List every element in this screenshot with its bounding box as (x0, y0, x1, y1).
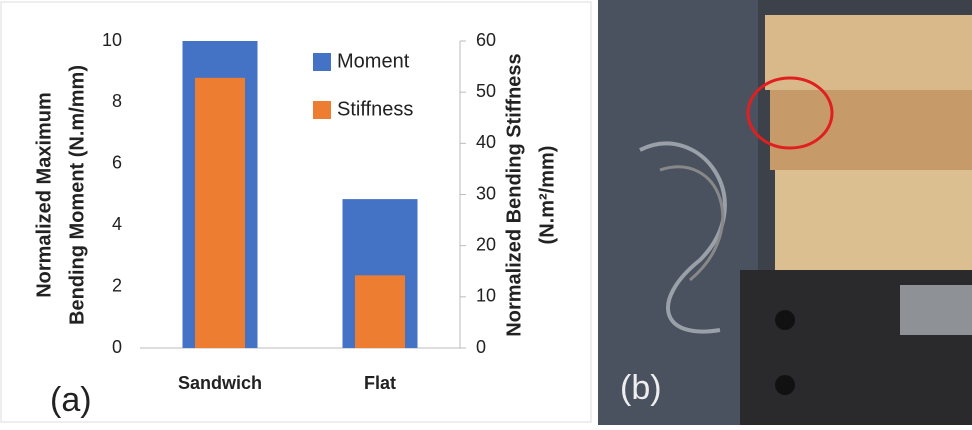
page: (b) (a) Normalized Maximum Bending Momen… (0, 0, 972, 430)
legend-label: Stiffness (337, 98, 413, 120)
photo-shadow (598, 0, 758, 425)
photo-wood (770, 90, 972, 170)
photo-metal (900, 285, 972, 335)
y2-tick-label: 60 (476, 30, 496, 50)
photo-bolt (775, 375, 795, 395)
y-axis-title: Bending Moment (N.m/mm) (66, 65, 88, 325)
y2-tick-label: 20 (476, 234, 496, 254)
y-tick-label: 6 (112, 153, 122, 173)
y2-axis-title: Normalized Bending Stiffness (503, 53, 525, 336)
legend-swatch (313, 53, 331, 71)
x-tick-label: Sandwich (178, 373, 262, 393)
photo-bolt (775, 310, 795, 330)
y2-tick-label: 10 (476, 286, 496, 306)
y2-tick-label: 40 (476, 132, 496, 152)
figure: (b) (a) Normalized Maximum Bending Momen… (0, 0, 972, 425)
bar (355, 275, 405, 348)
panel-label: (a) (50, 381, 92, 419)
photo: (b) (598, 0, 972, 425)
y2-axis-title: (N.m²/mm) (536, 146, 558, 245)
bar (195, 78, 245, 348)
y-tick-label: 2 (112, 275, 122, 295)
y2-tick-label: 50 (476, 81, 496, 101)
panel-label: (b) (620, 369, 662, 407)
y2-tick-label: 0 (476, 337, 486, 357)
y-tick-label: 4 (112, 214, 122, 234)
y2-tick-label: 30 (476, 183, 496, 203)
legend-swatch (313, 101, 331, 119)
x-tick-label: Flat (364, 373, 396, 393)
y-tick-label: 8 (112, 91, 122, 111)
y-tick-label: 0 (112, 337, 122, 357)
legend-label: Moment (337, 50, 410, 72)
photo-wood (775, 170, 972, 275)
y-axis-title: Normalized Maximum (33, 92, 55, 298)
y-tick-label: 10 (102, 30, 122, 50)
